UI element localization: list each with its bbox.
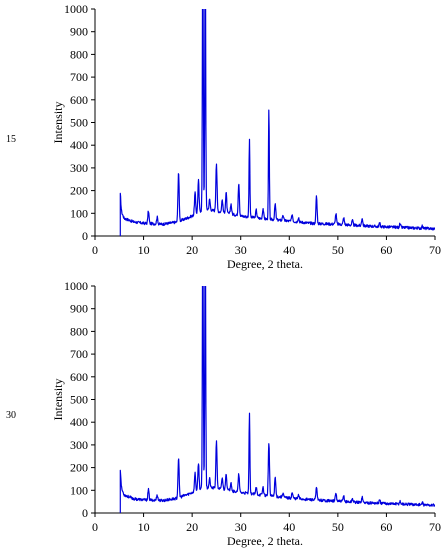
- y-tick-label: 300: [70, 438, 88, 452]
- x-tick-label: 50: [332, 520, 344, 534]
- panel-tag: 30: [6, 410, 16, 421]
- x-tick-label: 30: [235, 520, 247, 534]
- x-tick-label: 40: [283, 243, 295, 257]
- x-tick-label: 30: [235, 243, 247, 257]
- y-tick-label: 400: [70, 415, 88, 429]
- x-tick-label: 60: [380, 243, 392, 257]
- y-axis-label: Intensity: [51, 102, 65, 144]
- y-tick-label: 400: [70, 138, 88, 152]
- y-axis-label: Intensity: [51, 379, 65, 421]
- panel-tag: 15: [6, 134, 16, 145]
- y-tick-label: 800: [70, 324, 88, 338]
- y-tick-label: 0: [82, 229, 88, 243]
- chart-svg-15: 0 100 200 300 400 500 600 700 800 900 1000 0 10 20 30 4…: [51, 2, 441, 271]
- y-tick-label: 600: [70, 370, 88, 384]
- y-tick-label: 200: [70, 184, 88, 198]
- xrd-pattern-line: [119, 9, 435, 236]
- x-tick-label: 40: [283, 520, 295, 534]
- xrd-pattern-line: [119, 286, 435, 513]
- y-tick-label: 0: [82, 506, 88, 520]
- y-tick-label: 200: [70, 461, 88, 475]
- xrd-chart-15: 15 0 100 200 300 400 500 600 700 800 900 1000 0 10 20…: [0, 0, 446, 275]
- x-axis-label: Degree, 2 theta.: [227, 534, 303, 548]
- x-tick-label: 70: [429, 243, 441, 257]
- y-tick-label: 1000: [64, 279, 88, 293]
- chart-svg-30: 0 100 200 300 400 500 600 700 800 900 1000 0 10 20 30 4…: [51, 279, 441, 548]
- y-tick-label: 500: [70, 116, 88, 130]
- x-tick-label: 0: [92, 243, 98, 257]
- x-tick-label: 20: [186, 243, 198, 257]
- y-tick-label: 100: [70, 206, 88, 220]
- x-axis-label: Degree, 2 theta.: [227, 257, 303, 271]
- x-tick-label: 60: [380, 520, 392, 534]
- y-tick-label: 500: [70, 393, 88, 407]
- xrd-chart-30: 30 0 100 200 300 400 500 600 700 800 900 1000 0 10 20…: [0, 277, 446, 552]
- y-tick-label: 700: [70, 347, 88, 361]
- x-tick-label: 10: [138, 520, 150, 534]
- y-tick-label: 800: [70, 47, 88, 61]
- x-tick-label: 70: [429, 520, 441, 534]
- x-tick-label: 0: [92, 520, 98, 534]
- y-tick-label: 1000: [64, 2, 88, 16]
- y-tick-label: 100: [70, 483, 88, 497]
- x-tick-label: 50: [332, 243, 344, 257]
- y-tick-label: 900: [70, 25, 88, 39]
- y-tick-label: 900: [70, 302, 88, 316]
- x-tick-label: 20: [186, 520, 198, 534]
- y-tick-label: 700: [70, 70, 88, 84]
- x-tick-label: 10: [138, 243, 150, 257]
- y-tick-label: 300: [70, 161, 88, 175]
- y-tick-label: 600: [70, 93, 88, 107]
